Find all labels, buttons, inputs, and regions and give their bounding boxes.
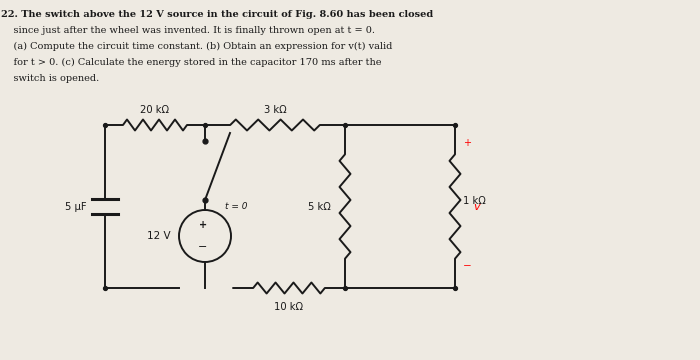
Text: −: − <box>198 242 208 252</box>
Text: 3 kΩ: 3 kΩ <box>264 105 286 115</box>
Text: since just after the wheel was invented. It is finally thrown open at t = 0.: since just after the wheel was invented.… <box>1 26 375 35</box>
Text: (a) Compute the circuit time constant. (b) Obtain an expression for v(t) valid: (a) Compute the circuit time constant. (… <box>1 42 393 51</box>
Text: switch is opened.: switch is opened. <box>1 74 99 83</box>
Text: +: + <box>199 220 207 230</box>
Text: v: v <box>473 202 480 211</box>
Text: 5 kΩ: 5 kΩ <box>308 202 331 211</box>
Text: +: + <box>463 138 471 148</box>
Text: 22. The switch above the 12 V source in the circuit of Fig. 8.60 has been closed: 22. The switch above the 12 V source in … <box>1 10 433 19</box>
Text: 10 kΩ: 10 kΩ <box>274 302 304 312</box>
Text: 1 kΩ: 1 kΩ <box>463 197 486 207</box>
Text: 12 V: 12 V <box>148 231 171 241</box>
Text: for t > 0. (c) Calculate the energy stored in the capacitor 170 ms after the: for t > 0. (c) Calculate the energy stor… <box>1 58 382 67</box>
Text: t = 0: t = 0 <box>225 202 248 211</box>
Text: −: − <box>463 261 472 271</box>
Text: 20 kΩ: 20 kΩ <box>141 105 169 115</box>
Text: 5 μF: 5 μF <box>65 202 87 211</box>
